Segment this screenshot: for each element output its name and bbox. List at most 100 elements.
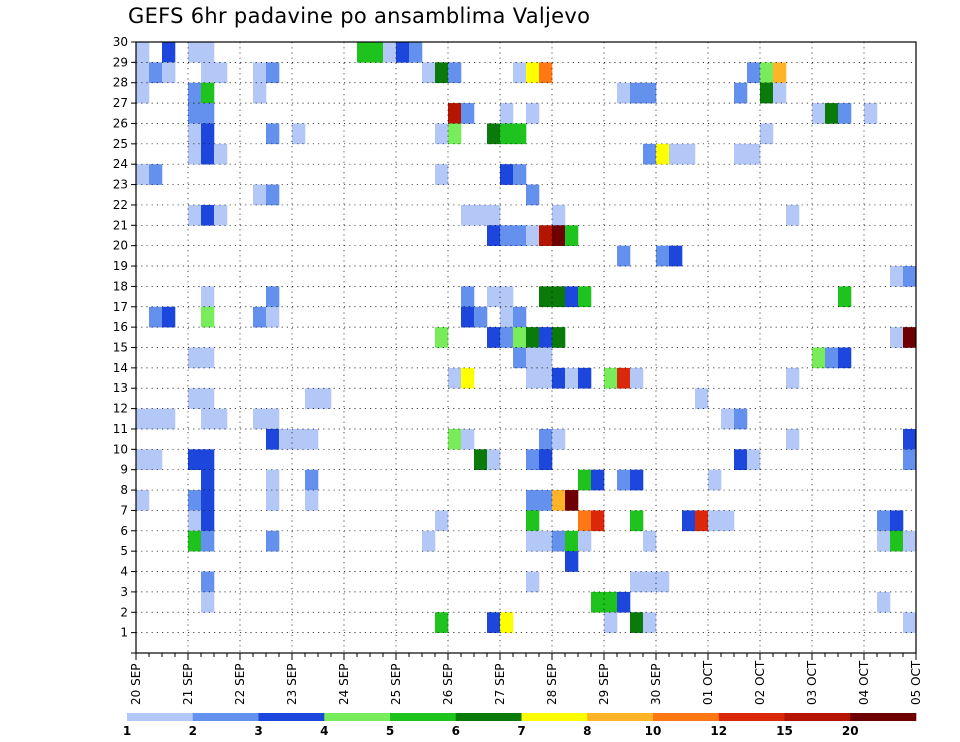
y-tick-label: 13 [113,381,128,395]
heatmap-cell [201,469,215,491]
heatmap-cell [734,449,748,470]
legend-swatch [850,713,917,721]
heatmap-cell [552,367,566,389]
heatmap-cell [825,347,839,369]
heatmap-cell [656,245,670,267]
heatmap-cell [487,327,501,348]
heatmap-cell [604,591,618,613]
legend-label: 20 [842,724,859,738]
heatmap-cell [630,510,644,532]
heatmap-cell [604,367,618,389]
heatmap-cell [773,82,787,104]
legend-label: 8 [583,724,591,738]
heatmap-cell [188,123,202,145]
heatmap-cell [461,306,475,328]
heatmap-cell [708,510,722,532]
heatmap-cell [630,612,644,633]
heatmap-cell [786,367,800,389]
heatmap-cell [201,42,215,63]
heatmap-cell [136,62,150,84]
heatmap-cell [552,225,566,246]
heatmap-cell [591,510,605,532]
heatmap-cell [747,143,761,165]
heatmap-cell [760,62,774,84]
heatmap-cell [565,551,579,572]
y-tick-label: 10 [113,442,128,456]
heatmap-cell [656,143,670,165]
heatmap-cell [188,204,202,226]
heatmap-cell [188,449,202,470]
heatmap-cell [266,490,280,511]
heatmap-cell [565,286,579,308]
heatmap-cell [786,204,800,226]
heatmap-cell [721,408,735,430]
y-tick-label: 22 [113,198,128,212]
heatmap-cell [448,428,462,450]
heatmap-cell [760,123,774,145]
heatmap-cell [500,123,514,145]
heatmap-cell [539,347,553,369]
heatmap-cell [552,490,566,511]
heatmap-cell [526,327,540,348]
heatmap-cell [708,469,722,491]
heatmap-cell [292,428,306,450]
heatmap-cell [812,347,826,369]
y-tick-label: 7 [120,503,128,517]
heatmap-cell [838,103,852,124]
y-tick-label: 2 [120,605,128,619]
heatmap-cell [149,306,163,328]
y-tick-label: 29 [113,55,128,69]
heatmap-cell [669,143,683,165]
heatmap-cell [526,367,540,389]
heatmap-cell [188,42,202,63]
heatmap-cell [838,286,852,308]
heatmap-cell [604,612,618,633]
heatmap-cell [539,286,553,308]
heatmap-cell [643,571,657,593]
heatmap-cell [487,612,501,633]
heatmap-cell [357,42,371,63]
heatmap-cell [266,184,280,206]
heatmap-cell [552,327,566,348]
heatmap-cell [136,42,150,63]
y-tick-label: 18 [113,279,128,293]
heatmap-cell [526,347,540,369]
heatmap-cell [630,82,644,104]
heatmap-cell [279,428,293,450]
heatmap-cell [448,103,462,124]
heatmap-cell [617,367,631,389]
x-tick-label: 24 SEP [337,663,351,705]
heatmap-cell [253,184,267,206]
heatmap-cell [591,469,605,491]
y-tick-label: 30 [113,35,128,49]
heatmap-cell [513,164,527,185]
heatmap-cell [201,286,215,308]
heatmap-cell [526,103,540,124]
heatmap-cell [838,347,852,369]
y-tick-label: 25 [113,137,128,151]
heatmap-cell [903,612,917,633]
heatmap-cell [578,530,592,552]
heatmap-cell [188,388,202,409]
y-tick-label: 8 [120,483,128,497]
heatmap-cell [149,408,163,430]
heatmap-cell [643,143,657,165]
x-tick-label: 20 SEP [129,663,143,705]
heatmap-cell [591,591,605,613]
heatmap-cell [643,82,657,104]
heatmap-cell [734,408,748,430]
heatmap-cell [890,266,904,287]
heatmap-cell [422,62,436,84]
x-tick-label: 28 SEP [545,663,559,705]
heatmap-cell [526,225,540,246]
y-tick-label: 20 [113,239,128,253]
heatmap-cell [266,306,280,328]
heatmap-cell [487,123,501,145]
heatmap-cell [422,530,436,552]
x-tick-label: 05 OCT [909,660,923,705]
heatmap-cell [266,428,280,450]
heatmap-cell [630,469,644,491]
heatmap-cell [461,286,475,308]
y-tick-label: 12 [113,402,128,416]
